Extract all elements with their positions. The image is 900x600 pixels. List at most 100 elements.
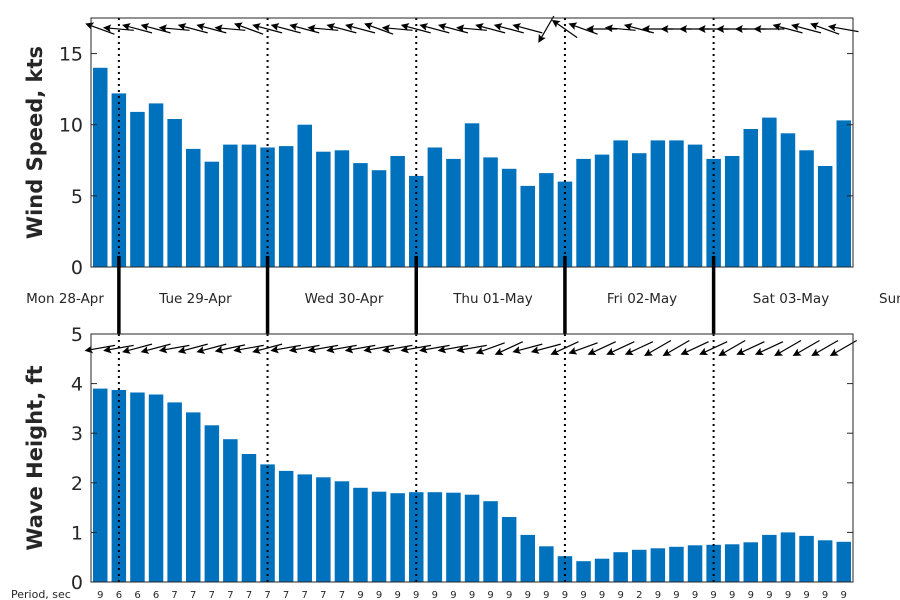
period-value: 9 [580, 590, 586, 600]
wind-arrow [456, 24, 487, 33]
wave-arrow [494, 341, 524, 356]
wave-height-bars [93, 388, 851, 582]
wind-arrow [791, 23, 822, 34]
wave-arrow [568, 342, 598, 355]
period-value: 7 [246, 590, 252, 600]
wave-bar [762, 534, 777, 582]
period-value: 7 [209, 590, 215, 600]
period-value: 9 [673, 590, 679, 600]
wave-arrow [326, 344, 357, 354]
wind-bar [371, 170, 387, 267]
y-tick-label: 3 [71, 423, 83, 445]
wave-bar [241, 454, 257, 582]
period-value: 7 [190, 590, 196, 600]
y-tick-label: 0 [71, 257, 83, 279]
wind-bar [576, 158, 591, 267]
wind-bar [836, 120, 851, 268]
period-value: 7 [264, 590, 270, 600]
wave-bar [427, 492, 443, 582]
wave-bar [446, 492, 461, 582]
wave-bar [687, 545, 703, 582]
wind-speed-panel: 0 5 10 15 Wind Speed, kts [23, 15, 859, 279]
period-value: 9 [469, 590, 475, 600]
wave-arrow [680, 341, 709, 356]
wind-bar [130, 111, 145, 268]
wind-arrow [381, 24, 413, 33]
wave-arrow [774, 339, 802, 356]
wave-bar [130, 392, 145, 582]
period-value: 9 [525, 590, 531, 600]
wave-arrow [381, 344, 413, 354]
wave-arrow [177, 343, 208, 354]
y-tick-label: 1 [71, 522, 83, 544]
period-value: 9 [432, 590, 438, 600]
wave-bar [632, 549, 647, 582]
wave-height-panel: 0 1 2 3 4 5 Wave Height, ft Period, sec 9 6 6 6 7… [11, 324, 857, 600]
y-tick-label: 5 [71, 186, 83, 208]
wave-bar [334, 481, 350, 582]
day-band-dividers [117, 256, 716, 334]
period-value: 9 [395, 590, 401, 600]
wave-bar [594, 558, 610, 582]
wind-arrow [102, 24, 134, 33]
wind-bar [687, 144, 703, 267]
wave-arrow [122, 343, 153, 354]
wind-arrow [214, 24, 246, 33]
wave-bar [743, 542, 758, 582]
period-value: 9 [543, 590, 549, 600]
wind-speed-bars [93, 67, 851, 268]
period-value: 6 [153, 590, 159, 600]
wind-bar [613, 140, 628, 267]
wind-bar [799, 150, 814, 267]
day-label: Tue 29-Apr [158, 291, 232, 307]
wind-arrow [270, 23, 301, 34]
y-tick-label: 10 [59, 115, 83, 137]
period-value: 9 [748, 590, 754, 600]
wave-arrow [699, 341, 728, 356]
y-tick-label: 2 [71, 473, 83, 495]
wave-bar [650, 548, 666, 582]
day-label: Mon 28-Apr [26, 291, 104, 307]
wave-bar [409, 492, 424, 582]
wave-arrow [400, 344, 432, 354]
wind-bar [390, 156, 405, 267]
period-values: 9 6 6 6 7 7 7 7 7 7 7 7 7 7 9 9 9 9 9 9 9 9 9 9 9 9 9 9 9 2 9 9 9 9 9 9 9 9 9 9… [97, 590, 847, 600]
period-value: 9 [97, 590, 103, 600]
wind-arrow [475, 23, 506, 34]
wind-bar [334, 150, 350, 267]
period-value: 9 [562, 590, 568, 600]
wave-bar [353, 487, 368, 582]
wind-bar [483, 157, 498, 267]
wave-arrow [419, 344, 450, 354]
wind-bar [427, 147, 443, 267]
wind-bar [167, 119, 182, 267]
period-value: 9 [450, 590, 456, 600]
wave-y-axis-label: Wave Height, ft [23, 365, 47, 550]
wind-arrow [307, 24, 339, 33]
wind-bar [539, 173, 554, 267]
wave-bar [316, 477, 331, 582]
wind-arrow [252, 23, 283, 34]
period-value: 7 [227, 590, 233, 600]
wave-arrow [829, 339, 857, 356]
wind-bar [724, 156, 740, 267]
wave-bar [483, 501, 498, 582]
wind-bar [632, 153, 647, 267]
wind-arrow [623, 23, 654, 34]
wave-bar [297, 474, 312, 582]
wave-arrow [158, 344, 190, 354]
period-value: 9 [729, 590, 735, 600]
wind-arrow [538, 15, 555, 43]
wave-arrow [363, 344, 394, 354]
wind-arrow [364, 22, 394, 35]
period-value: 9 [766, 590, 772, 600]
wave-bar [167, 402, 182, 582]
wind-bar [186, 148, 201, 267]
wave-bar [799, 535, 814, 582]
day-label-band: Mon 28-Apr Tue 29-Apr Wed 30-Apr Thu 01-May… [26, 256, 900, 334]
wind-bar [446, 158, 461, 267]
period-value: 9 [357, 590, 363, 600]
period-value: 9 [618, 590, 624, 600]
wind-bar [780, 133, 796, 267]
wind-direction-arrows [85, 15, 859, 43]
